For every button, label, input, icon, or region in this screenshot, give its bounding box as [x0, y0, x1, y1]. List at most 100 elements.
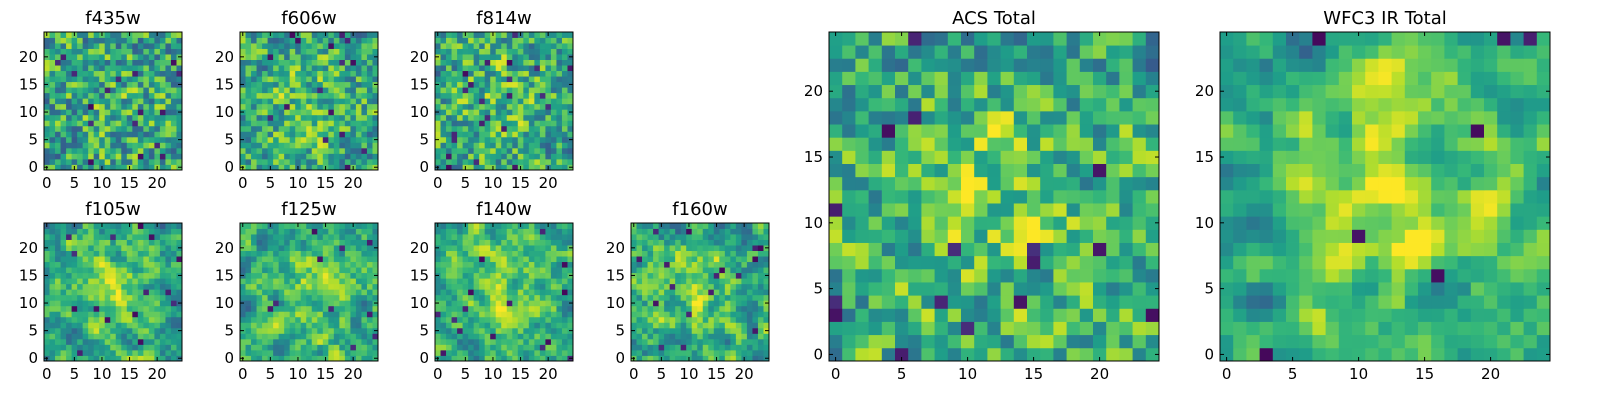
heatmap-cell: [306, 316, 313, 323]
heatmap-cell: [110, 267, 117, 274]
heatmap-cell: [457, 32, 463, 38]
heatmap-cell: [311, 114, 318, 121]
heatmap-cell: [245, 278, 252, 285]
heatmap-cell: [245, 355, 252, 362]
heatmap-cell: [741, 349, 748, 356]
heatmap-cell: [523, 32, 530, 38]
heatmap-cell: [567, 125, 574, 132]
heatmap-cell: [934, 150, 949, 164]
heatmap-cell: [517, 136, 524, 143]
heatmap-cell: [435, 344, 441, 351]
heatmap-cell: [99, 59, 106, 66]
heatmap-cell: [251, 283, 257, 290]
heatmap-cell: [278, 272, 285, 279]
heatmap-cell: [1066, 295, 1081, 309]
heatmap-cell: [567, 120, 574, 127]
heatmap-cell: [66, 234, 72, 240]
heatmap-cell: [311, 147, 318, 154]
heatmap-cell: [322, 349, 329, 356]
heatmap-cell: [132, 333, 139, 340]
heatmap-cell: [60, 355, 67, 362]
heatmap-cell: [132, 250, 139, 257]
heatmap-cell: [479, 261, 486, 268]
heatmap-cell: [44, 278, 50, 285]
y-tick-label: 10: [410, 294, 429, 312]
heatmap-cell: [60, 70, 67, 77]
heatmap-cell: [339, 267, 346, 274]
heatmap-cell: [501, 153, 508, 160]
heatmap-cell: [295, 59, 302, 66]
heatmap-cell: [262, 103, 268, 110]
heatmap-cell: [636, 338, 643, 345]
heatmap-cell: [154, 256, 161, 263]
heatmap-cell: [724, 322, 731, 329]
heatmap-cell: [523, 37, 530, 44]
heatmap-cell: [311, 142, 318, 149]
heatmap-cell: [642, 289, 648, 296]
heatmap-cell: [691, 338, 698, 345]
heatmap-cell: [495, 239, 502, 246]
heatmap-cell: [528, 223, 535, 229]
heatmap-cell: [278, 234, 285, 240]
heatmap-cell: [154, 228, 161, 235]
heatmap-cell: [440, 294, 447, 301]
heatmap-cell: [148, 223, 155, 229]
heatmap-cell: [311, 283, 318, 290]
heatmap-cell: [71, 300, 78, 307]
heatmap-cell: [361, 294, 368, 301]
heatmap-cell: [468, 131, 475, 138]
heatmap-cell: [1066, 203, 1081, 217]
heatmap-cell: [110, 147, 117, 154]
heatmap-cell: [143, 92, 150, 99]
heatmap-cell: [88, 327, 95, 334]
heatmap-cell: [262, 158, 268, 165]
heatmap-cell: [921, 150, 935, 164]
heatmap-cell: [132, 98, 139, 105]
heatmap-cell: [746, 322, 753, 329]
heatmap-cell: [82, 54, 89, 60]
heatmap-cell: [115, 278, 122, 285]
heatmap-cell: [267, 311, 274, 318]
heatmap-cell: [719, 349, 726, 356]
heatmap-cell: [473, 228, 480, 235]
heatmap-cell: [350, 103, 357, 110]
heatmap-cell: [170, 37, 177, 44]
heatmap-cell: [435, 65, 441, 72]
heatmap-cell: [322, 305, 329, 312]
heatmap-cell: [372, 158, 379, 165]
heatmap-cell: [93, 300, 100, 307]
heatmap-cell: [55, 294, 61, 301]
heatmap-cell: [306, 120, 313, 127]
heatmap-cell: [523, 76, 530, 83]
heatmap-cell: [697, 283, 704, 290]
heatmap-cell: [300, 92, 307, 99]
heatmap-cell: [675, 338, 682, 345]
heatmap-cell: [1066, 242, 1081, 257]
heatmap-cell: [267, 142, 274, 149]
heatmap-cell: [317, 59, 324, 66]
heatmap-cell: [306, 322, 313, 329]
heatmap-cell: [567, 114, 574, 121]
heatmap-cell: [339, 54, 346, 60]
heatmap-cell: [306, 92, 313, 99]
heatmap-cell: [137, 142, 144, 149]
heatmap-cell: [702, 267, 709, 274]
heatmap-cell: [664, 327, 671, 334]
heatmap-cell: [245, 234, 252, 240]
heatmap-cell: [523, 48, 530, 55]
heatmap-cell: [262, 311, 268, 318]
heatmap-cell: [137, 131, 144, 138]
heatmap-cell: [60, 43, 67, 49]
heatmap-cell: [495, 158, 502, 165]
heatmap-cell: [746, 261, 753, 268]
heatmap-cell: [306, 349, 313, 356]
heatmap-cell: [556, 261, 563, 268]
heatmap-cell: [440, 283, 447, 290]
heatmap-cell: [284, 250, 291, 257]
heatmap-cell: [730, 344, 737, 351]
heatmap-cell: [1145, 229, 1160, 243]
heatmap-cell: [361, 70, 368, 77]
heatmap-cell: [484, 70, 491, 77]
